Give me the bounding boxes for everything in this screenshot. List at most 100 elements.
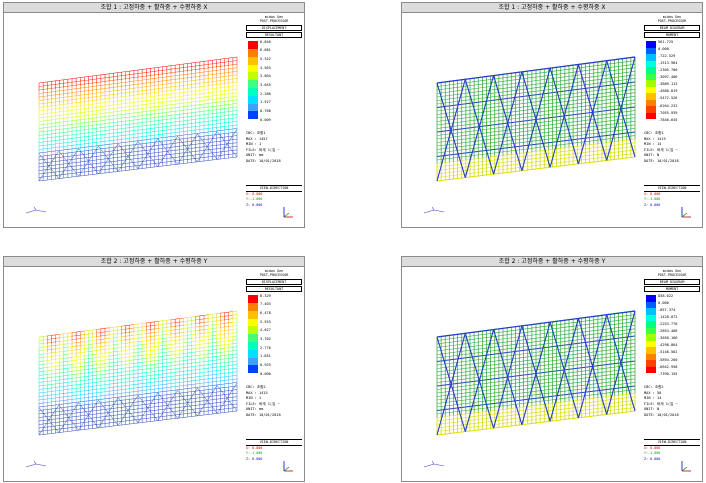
beam-element <box>154 388 159 390</box>
beam-element <box>137 90 143 92</box>
beam-element <box>55 376 60 378</box>
beam-element <box>100 359 106 361</box>
beam-element <box>88 149 93 151</box>
info-file: FILE: 버게 1(입 ~ <box>644 401 678 406</box>
beam-element <box>51 418 56 420</box>
beam-element <box>216 151 221 153</box>
beam-element <box>38 169 44 171</box>
beam-element <box>224 129 229 131</box>
beam-element <box>228 110 233 112</box>
beam-element <box>232 96 238 98</box>
beam-element <box>154 398 159 400</box>
beam-element <box>162 337 167 339</box>
structure-view[interactable] <box>405 269 642 457</box>
beam-element <box>125 416 130 418</box>
beam-element <box>154 345 159 347</box>
legend-swatch <box>646 99 656 107</box>
beam-element <box>166 358 172 360</box>
beam-element <box>158 391 163 393</box>
beam-element <box>92 85 97 87</box>
structure-view[interactable] <box>405 15 642 203</box>
beam-element <box>47 144 52 146</box>
beam-element <box>162 140 167 142</box>
beam-element <box>67 342 73 344</box>
beam-element <box>183 123 188 125</box>
beam-element <box>133 115 139 117</box>
beam-element <box>59 396 64 398</box>
beam-element <box>113 326 118 328</box>
beam-element <box>216 62 221 64</box>
beam-element <box>76 391 81 393</box>
result-panel[interactable]: 조합 2 : 고정하중 + 활하중 + 수평하중 Y midas Gen POS… <box>401 256 703 482</box>
beam-element <box>92 336 97 338</box>
beam-element <box>38 427 44 429</box>
beam-element <box>92 427 97 429</box>
beam-element <box>100 74 106 76</box>
beam-element <box>170 114 176 116</box>
beam-element <box>96 95 101 97</box>
beam-element <box>162 122 167 124</box>
beam-element <box>216 130 221 132</box>
beam-element <box>113 100 118 102</box>
beam-element <box>55 90 60 92</box>
result-info: CBC: 조합2 MAX : 50 MIN : 14 FILE: 버게 1(입 … <box>644 385 700 419</box>
beam-element <box>216 126 221 128</box>
beam-element <box>220 355 225 357</box>
beam-element <box>133 122 139 124</box>
beam-element <box>88 100 93 102</box>
beam-element <box>142 368 147 370</box>
beam-element <box>43 342 48 344</box>
beam-element <box>199 375 205 377</box>
beam-element <box>96 152 101 154</box>
beam-element <box>224 351 229 353</box>
beam-element <box>117 103 122 105</box>
beam-element <box>117 71 122 73</box>
beam-element <box>175 103 180 105</box>
beam-element <box>76 147 81 149</box>
beam-element <box>55 358 60 360</box>
beam-element <box>129 331 134 333</box>
beam-element <box>179 381 184 383</box>
beam-element <box>158 331 163 333</box>
beam-element <box>55 118 60 120</box>
beam-element <box>199 153 205 155</box>
beam-element <box>162 129 167 131</box>
beam-element <box>162 366 167 368</box>
beam-element <box>232 353 238 355</box>
beam-element <box>59 386 64 388</box>
info-load-case: CBC: 조합1 <box>644 131 664 135</box>
beam-element <box>228 318 233 320</box>
structure-view[interactable] <box>7 269 244 457</box>
beam-element <box>113 386 118 388</box>
beam-element <box>137 326 143 328</box>
beam-element <box>146 103 151 105</box>
beam-element <box>47 158 52 160</box>
result-panel[interactable]: 조합 1 : 고정하중 + 활하중 + 수평하중 X midas Gen POS… <box>401 2 703 228</box>
beam-element <box>208 403 213 405</box>
beam-element <box>76 369 81 372</box>
beam-element <box>113 418 118 420</box>
result-panel[interactable]: 조합 1 : 고정하중 + 활하중 + 수평하중 X midas Gen POS… <box>3 2 305 228</box>
beam-element <box>187 158 192 160</box>
structure-model <box>38 310 238 436</box>
beam-element <box>146 117 151 119</box>
beam-element <box>96 113 101 115</box>
beam-element <box>63 406 68 408</box>
beam-element <box>228 368 233 370</box>
beam-element <box>232 128 238 130</box>
beam-element <box>55 132 60 134</box>
legend-sidebar: midas Gen POST-PROCESSOR DISPLACEMENT RE… <box>246 15 302 225</box>
beam-element <box>191 115 196 117</box>
beam-element <box>170 318 176 320</box>
beam-element <box>216 384 221 386</box>
beam-element <box>228 343 233 345</box>
beam-element <box>175 74 180 77</box>
beam-element <box>166 139 172 141</box>
beam-element <box>96 123 101 125</box>
beam-element <box>232 138 238 140</box>
beam-element <box>113 160 118 162</box>
result-panel[interactable]: 조합 2 : 고정하중 + 활하중 + 수평하중 Y midas Gen POS… <box>3 256 305 482</box>
beam-element <box>220 72 225 74</box>
beam-element <box>170 340 176 342</box>
structure-view[interactable] <box>7 15 244 203</box>
